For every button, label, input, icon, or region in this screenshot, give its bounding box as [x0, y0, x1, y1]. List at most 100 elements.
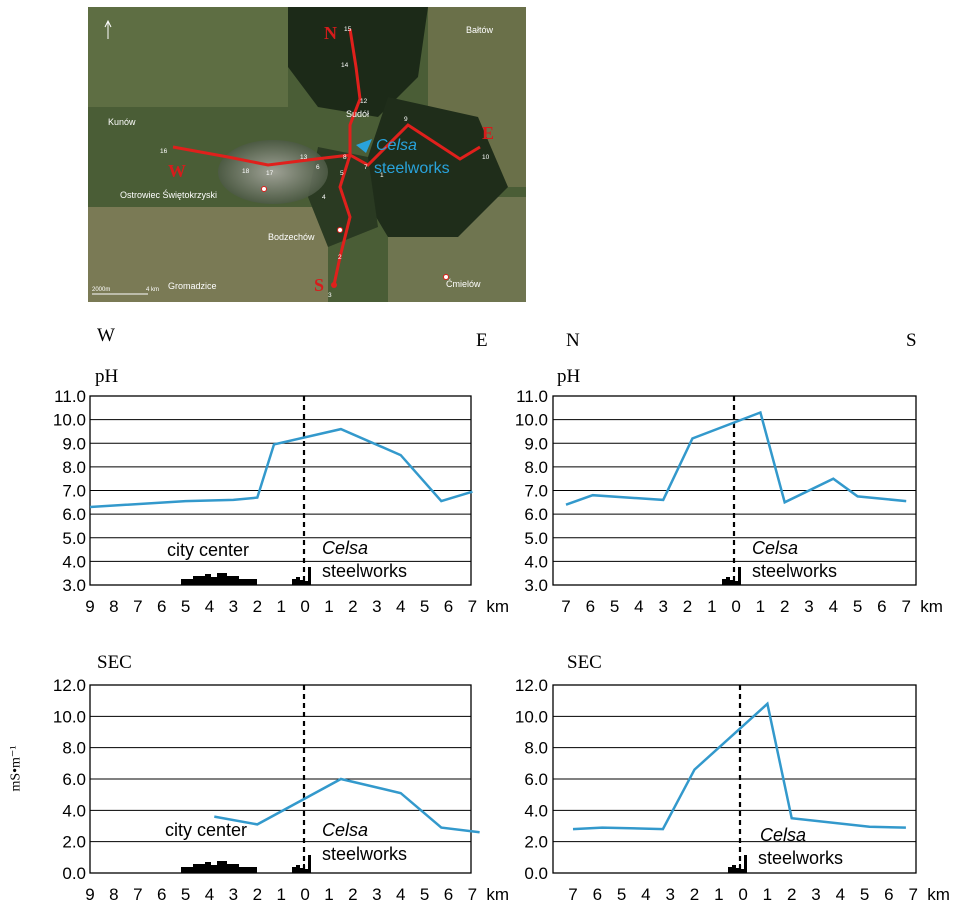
x-tick-label: 0	[300, 597, 309, 616]
x-tick-label: 5	[420, 885, 429, 901]
celsa-annotation: Celsa	[760, 825, 806, 845]
svg-text:4: 4	[322, 194, 326, 201]
x-tick-label: 9	[85, 885, 94, 901]
x-unit-label: km	[486, 885, 509, 901]
x-tick-label: 3	[372, 597, 381, 616]
direction-letter: N	[324, 23, 337, 43]
y-tick-label: 2.0	[524, 833, 548, 852]
steelworks-silhouette	[722, 567, 741, 585]
svg-text:13: 13	[300, 154, 308, 161]
x-tick-label: 2	[683, 597, 692, 616]
sec-label-left: SEC	[97, 652, 132, 673]
celsa-annotation: Celsa	[752, 538, 798, 558]
y-tick-label: 10.0	[515, 707, 548, 726]
y-tick-label: 11.0	[54, 387, 86, 406]
x-tick-label: 7	[568, 885, 577, 901]
city-center-annotation: city center	[167, 540, 249, 560]
y-tick-label: 3.0	[62, 576, 86, 595]
city-center-annotation: city center	[165, 820, 247, 840]
x-tick-label: 3	[658, 597, 667, 616]
steelworks-annotation: steelworks	[758, 848, 843, 868]
x-tick-label: 8	[109, 597, 118, 616]
x-tick-label: 6	[157, 885, 166, 901]
x-unit-label: km	[920, 597, 943, 616]
y-tick-label: 11.0	[516, 387, 548, 406]
x-tick-label: 3	[804, 597, 813, 616]
x-tick-label: 6	[593, 885, 602, 901]
x-tick-label: 4	[205, 597, 214, 616]
series-line	[572, 701, 906, 831]
x-tick-label: 5	[181, 597, 190, 616]
x-tick-label: 6	[877, 597, 886, 616]
x-tick-label: 0	[300, 885, 309, 901]
x-tick-label: 1	[763, 885, 772, 901]
x-tick-label: 7	[908, 885, 917, 901]
svg-text:1: 1	[380, 172, 384, 179]
direction-letter: E	[482, 123, 494, 143]
y-tick-label: 7.0	[524, 482, 548, 501]
x-tick-label: 5	[181, 885, 190, 901]
x-tick-label: 1	[324, 597, 333, 616]
direction-letter: W	[168, 161, 186, 181]
x-tick-label: 7	[468, 597, 477, 616]
route-east	[349, 123, 481, 167]
direction-letter: S	[314, 275, 324, 295]
svg-text:16: 16	[160, 148, 168, 155]
y-tick-label: 0.0	[62, 864, 86, 883]
y-tick-label: 10.0	[53, 707, 86, 726]
svg-text:3: 3	[328, 292, 332, 299]
series-line	[89, 427, 473, 509]
town-label: Bodzechów	[268, 232, 315, 242]
north-label: N	[566, 330, 580, 351]
x-tick-label: 6	[884, 885, 893, 901]
x-tick-label: 2	[253, 885, 262, 901]
x-tick-label: 7	[901, 597, 910, 616]
svg-text:4 km: 4 km	[146, 287, 159, 293]
x-tick-label: 6	[444, 597, 453, 616]
west-label: W	[97, 325, 115, 346]
x-unit-label: km	[927, 885, 950, 901]
svg-text:5: 5	[340, 170, 344, 177]
route-north	[348, 28, 362, 155]
city-center-silhouette	[181, 861, 257, 873]
y-tick-label: 6.0	[62, 770, 86, 789]
y-tick-label: 6.0	[62, 505, 86, 524]
y-tick-label: 4.0	[524, 552, 548, 571]
y-tick-label: 12.0	[515, 676, 548, 695]
x-tick-label: 1	[276, 597, 285, 616]
x-tick-label: 5	[617, 885, 626, 901]
y-tick-label: 9.0	[62, 434, 86, 453]
y-tick-label: 9.0	[524, 434, 548, 453]
svg-text:2: 2	[338, 254, 342, 261]
y-tick-label: 10.0	[53, 411, 86, 430]
x-tick-label: 2	[348, 885, 357, 901]
x-tick-label: 3	[372, 885, 381, 901]
x-unit-label: km	[486, 597, 509, 616]
y-tick-label: 7.0	[62, 482, 86, 501]
x-tick-label: 1	[276, 885, 285, 901]
x-tick-label: 4	[641, 885, 650, 901]
sec-label-right: SEC	[567, 652, 602, 673]
steelworks-map-label: steelworks	[374, 160, 450, 177]
x-tick-label: 5	[860, 885, 869, 901]
city-center-silhouette	[181, 573, 257, 585]
route-south	[332, 154, 352, 286]
x-tick-label: 1	[324, 885, 333, 901]
x-tick-label: 3	[229, 597, 238, 616]
x-tick-label: 5	[420, 597, 429, 616]
series-line	[214, 777, 480, 834]
steelworks-silhouette	[292, 567, 311, 585]
svg-text:7: 7	[364, 164, 368, 171]
town-label: Ostrowiec Świętokrzyski	[120, 189, 217, 200]
route-west	[172, 145, 351, 167]
svg-text:14: 14	[341, 62, 349, 69]
x-tick-label: 6	[586, 597, 595, 616]
x-tick-label: 5	[610, 597, 619, 616]
y-tick-label: 8.0	[62, 739, 86, 758]
celsa-map-label: Celsa	[376, 137, 417, 154]
x-tick-label: 2	[780, 597, 789, 616]
svg-text:12: 12	[360, 98, 368, 105]
x-tick-label: 4	[205, 885, 214, 901]
town-label: Sudół	[346, 109, 369, 119]
